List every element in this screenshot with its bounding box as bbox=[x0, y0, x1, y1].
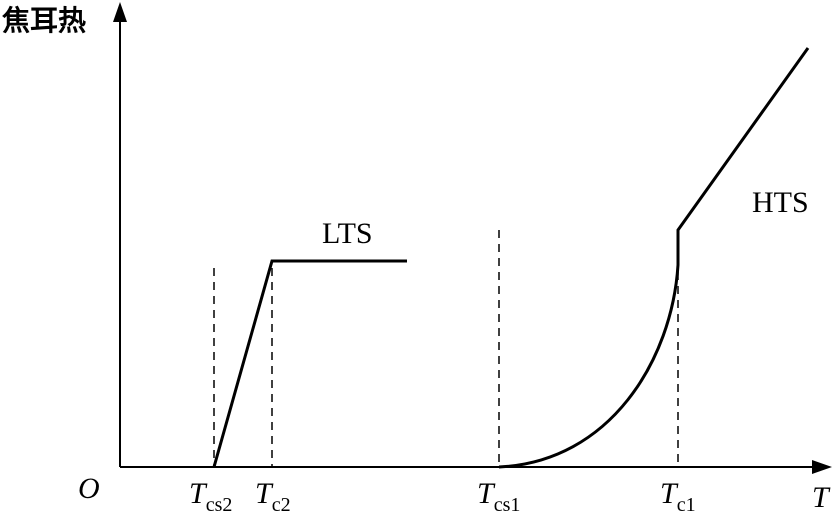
tc1-label-main: T bbox=[660, 477, 679, 510]
tcs1-label-main: T bbox=[477, 477, 496, 510]
lts-label: LTS bbox=[322, 217, 373, 250]
y-axis-arrow-icon bbox=[113, 2, 127, 22]
tc2-label: Tc2 bbox=[255, 477, 291, 516]
lts-curve bbox=[212, 259, 407, 468]
tc2-label-sub: c2 bbox=[272, 494, 291, 516]
tcs1-label: Tcs1 bbox=[477, 477, 520, 516]
origin-label: O bbox=[78, 472, 100, 505]
tcs1-label-sub: cs1 bbox=[494, 494, 521, 516]
hts-label: HTS bbox=[752, 186, 809, 219]
tcs2-label-sub: cs2 bbox=[206, 494, 233, 516]
x-axis-arrow-icon bbox=[812, 460, 832, 474]
x-axis-label: T bbox=[812, 481, 831, 514]
tcs2-label-main: T bbox=[189, 477, 208, 510]
tc2-label-main: T bbox=[255, 477, 274, 510]
hts-curve bbox=[498, 47, 810, 469]
tcs2-label: Tcs2 bbox=[189, 477, 232, 516]
tc1-label: Tc1 bbox=[660, 477, 696, 516]
y-axis-label: 焦耳热 bbox=[2, 4, 86, 37]
tc1-label-sub: c1 bbox=[677, 494, 696, 516]
